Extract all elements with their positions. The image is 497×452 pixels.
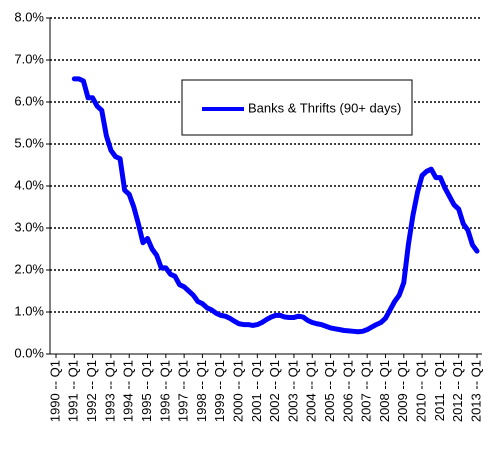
y-tick-label: 6.0% <box>14 93 44 108</box>
y-tick-label: 5.0% <box>14 135 44 150</box>
x-tick-label: 2002 -- Q1 <box>267 360 282 422</box>
x-tick-label: 2005 -- Q1 <box>322 360 337 422</box>
x-tick-label: 1991 -- Q1 <box>66 360 81 422</box>
y-tick-label: 3.0% <box>14 219 44 234</box>
x-tick-label: 1993 -- Q1 <box>102 360 117 422</box>
x-tick-label: 2013 -- Q1 <box>468 360 483 422</box>
x-tick-label: 2004 -- Q1 <box>304 360 319 422</box>
y-tick-label: 1.0% <box>14 303 44 318</box>
y-tick-label: 8.0% <box>14 9 44 24</box>
y-tick-label: 2.0% <box>14 261 44 276</box>
x-tick-label: 2008 -- Q1 <box>377 360 392 422</box>
x-tick-label: 1999 -- Q1 <box>212 360 227 422</box>
y-tick-label: 7.0% <box>14 51 44 66</box>
x-tick-label: 2006 -- Q1 <box>340 360 355 422</box>
x-tick-label: 1994 -- Q1 <box>121 360 136 422</box>
x-tick-label: 2007 -- Q1 <box>359 360 374 422</box>
series-line <box>71 76 480 335</box>
x-tick-label: 1990 -- Q1 <box>47 360 62 422</box>
y-tick-label: 0.0% <box>14 345 44 360</box>
x-tick-label: 2009 -- Q1 <box>395 360 410 422</box>
x-tick-label: 2010 -- Q1 <box>414 360 429 422</box>
x-tick-label: 1992 -- Q1 <box>84 360 99 422</box>
x-tick-label: 1998 -- Q1 <box>194 360 209 422</box>
y-tick-label: 4.0% <box>14 177 44 192</box>
x-tick-label: 2012 -- Q1 <box>450 360 465 422</box>
x-tick-label: 1996 -- Q1 <box>157 360 172 422</box>
x-tick-label: 2011 -- Q1 <box>432 360 447 421</box>
x-tick-label: 1997 -- Q1 <box>176 360 191 422</box>
x-tick-label: 1995 -- Q1 <box>139 360 154 422</box>
legend-label: Banks & Thrifts (90+ days) <box>248 100 401 115</box>
x-tick-label: 2001 -- Q1 <box>249 360 264 422</box>
x-tick-label: 2000 -- Q1 <box>230 360 245 422</box>
x-tick-label: 2003 -- Q1 <box>285 360 300 422</box>
